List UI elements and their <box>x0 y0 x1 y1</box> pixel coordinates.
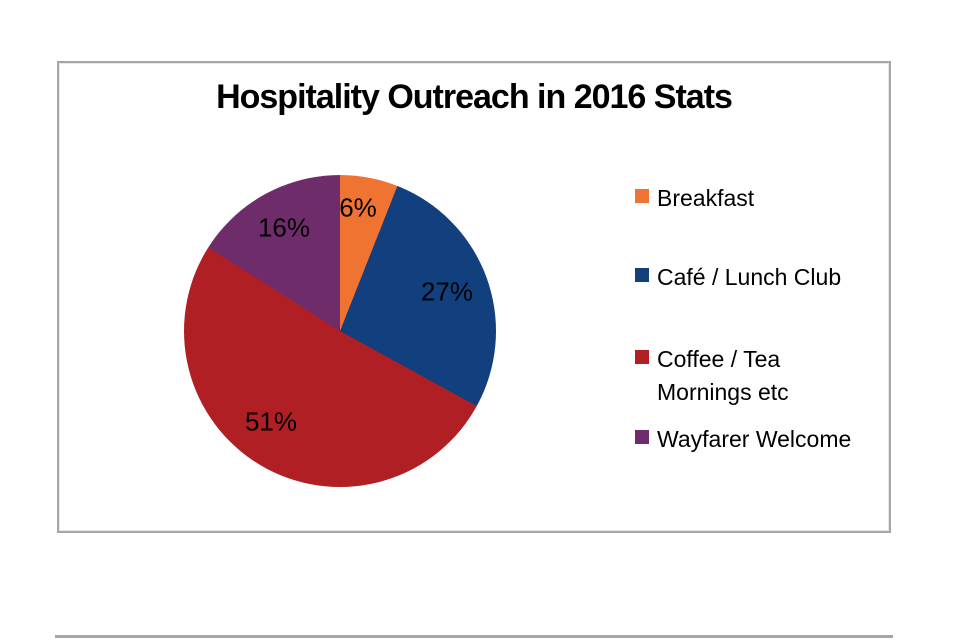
legend-swatch-wayfarer-welcome-icon <box>635 430 649 444</box>
legend-item-cafe-lunch-club: Café / Lunch Club <box>635 261 841 294</box>
pie-chart <box>184 175 496 487</box>
legend-label-coffee-tea-mornings: Coffee / Tea Mornings etc <box>657 346 789 405</box>
legend-item-breakfast: Breakfast <box>635 182 754 215</box>
legend-swatch-breakfast-icon <box>635 189 649 203</box>
bottom-divider <box>55 635 893 638</box>
pie-label-coffee-tea-mornings: 51% <box>244 406 298 437</box>
legend-label-wayfarer-welcome: Wayfarer Welcome <box>657 426 852 452</box>
legend-label-breakfast: Breakfast <box>657 185 755 211</box>
legend-swatch-coffee-tea-mornings-icon <box>635 350 649 364</box>
pie-label-wayfarer-welcome: 16% <box>257 212 311 243</box>
legend-item-coffee-tea-mornings: Coffee / Tea Mornings etc <box>635 343 789 409</box>
pie-label-cafe-lunch-club: 27% <box>420 276 474 307</box>
legend-swatch-cafe-lunch-club-icon <box>635 268 649 282</box>
chart-title: Hospitality Outreach in 2016 Stats <box>216 78 733 116</box>
legend-label-cafe-lunch-club: Café / Lunch Club <box>657 264 842 290</box>
legend-item-wayfarer-welcome: Wayfarer Welcome <box>635 423 851 456</box>
pie-label-breakfast: 6% <box>339 192 377 223</box>
